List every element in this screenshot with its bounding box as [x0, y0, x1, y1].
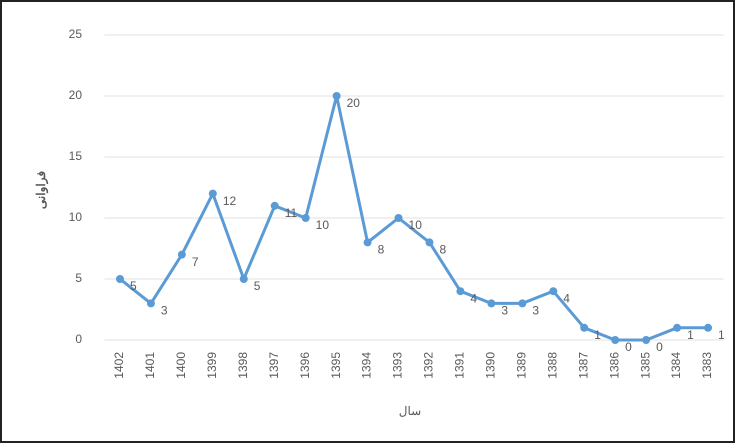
point	[302, 214, 310, 222]
y-tick-label: 0	[75, 332, 82, 346]
point	[456, 287, 464, 295]
point	[642, 336, 650, 344]
x-tick-label: 1394	[360, 352, 374, 379]
data-label: 3	[532, 304, 539, 318]
y-tick-label: 10	[69, 210, 83, 224]
x-tick-label: 1398	[236, 352, 250, 379]
x-tick-label: 1397	[267, 352, 281, 379]
data-label: 1	[718, 328, 725, 342]
point	[364, 238, 372, 246]
point	[147, 299, 155, 307]
x-tick-label: 1400	[174, 352, 188, 379]
x-tick-label: 1385	[638, 352, 652, 379]
x-tick-label: 1388	[545, 352, 559, 379]
point	[395, 214, 403, 222]
point	[704, 324, 712, 332]
data-label: 1	[687, 328, 694, 342]
point	[425, 238, 433, 246]
x-tick-label: 1387	[576, 352, 590, 379]
point	[178, 251, 186, 259]
point	[240, 275, 248, 283]
data-label: 11	[285, 206, 298, 220]
x-tick-label: 1393	[391, 352, 405, 379]
y-tick-label: 15	[69, 149, 83, 163]
x-tick-label: 1401	[143, 352, 157, 379]
point	[333, 92, 341, 100]
data-label: 4	[470, 291, 477, 305]
point	[611, 336, 619, 344]
data-label: 5	[254, 279, 261, 293]
x-tick-label: 1391	[453, 352, 467, 379]
point	[549, 287, 557, 295]
y-axis-label: فراوانی	[34, 171, 49, 209]
y-tick-label: 25	[69, 27, 83, 41]
point	[271, 202, 279, 210]
data-label: 10	[316, 218, 330, 232]
data-label: 0	[656, 340, 663, 354]
x-tick-label: 1390	[484, 352, 498, 379]
x-tick-label: 1386	[607, 352, 621, 379]
x-tick-label: 1383	[700, 352, 714, 379]
point	[487, 299, 495, 307]
x-tick-label: 1392	[422, 352, 436, 379]
data-label: 3	[161, 304, 168, 318]
chart: فراوانی سال 0510152025140214011400139913…	[0, 0, 736, 444]
x-tick-label: 1395	[329, 352, 343, 379]
point	[209, 190, 217, 198]
x-tick-label: 1399	[205, 352, 219, 379]
point	[116, 275, 124, 283]
data-label: 0	[625, 340, 632, 354]
data-label: 3	[501, 304, 508, 318]
x-tick-label: 1384	[669, 352, 683, 379]
data-label: 8	[439, 243, 446, 257]
x-axis-label: سال	[399, 404, 421, 418]
data-label: 5	[130, 279, 137, 293]
data-label: 1	[594, 328, 601, 342]
x-tick-label: 1396	[298, 352, 312, 379]
point	[518, 299, 526, 307]
data-label: 8	[378, 243, 385, 257]
data-label: 10	[409, 218, 423, 232]
y-tick-label: 5	[75, 271, 82, 285]
data-label: 4	[563, 291, 570, 305]
data-label: 20	[347, 96, 361, 110]
x-tick-label: 1389	[514, 352, 528, 379]
y-tick-label: 20	[69, 88, 83, 102]
data-label: 7	[192, 255, 199, 269]
point	[673, 324, 681, 332]
x-tick-label: 1402	[112, 352, 126, 379]
page: فراوانی سال 0510152025140214011400139913…	[0, 0, 736, 444]
data-label: 12	[223, 194, 237, 208]
point	[580, 324, 588, 332]
